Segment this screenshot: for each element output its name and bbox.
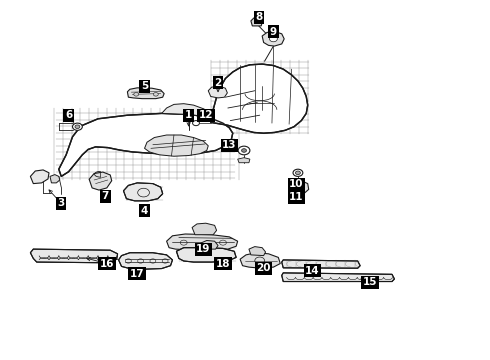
Polygon shape <box>162 104 211 118</box>
Polygon shape <box>89 172 112 190</box>
Text: 15: 15 <box>363 277 377 287</box>
Text: 17: 17 <box>130 269 145 279</box>
Text: 7: 7 <box>101 191 109 201</box>
Circle shape <box>242 149 246 152</box>
Circle shape <box>153 93 158 96</box>
Polygon shape <box>30 249 118 263</box>
Text: 12: 12 <box>198 110 213 120</box>
Polygon shape <box>119 253 172 269</box>
Polygon shape <box>30 170 49 184</box>
Polygon shape <box>251 18 263 26</box>
Polygon shape <box>192 223 217 235</box>
Polygon shape <box>211 64 308 133</box>
Text: 14: 14 <box>305 266 320 276</box>
Circle shape <box>193 121 199 126</box>
Circle shape <box>270 36 277 42</box>
Circle shape <box>238 146 250 155</box>
Text: 1: 1 <box>185 110 192 120</box>
Polygon shape <box>208 86 227 98</box>
Polygon shape <box>123 183 163 201</box>
Text: 5: 5 <box>141 81 148 91</box>
Polygon shape <box>289 181 309 195</box>
Polygon shape <box>262 32 284 46</box>
Circle shape <box>75 125 80 129</box>
Text: 2: 2 <box>215 78 221 88</box>
Circle shape <box>295 171 300 175</box>
Polygon shape <box>238 158 250 163</box>
Text: 9: 9 <box>270 27 277 37</box>
Polygon shape <box>201 240 218 249</box>
Polygon shape <box>145 135 208 156</box>
Polygon shape <box>50 175 60 183</box>
Polygon shape <box>127 88 164 99</box>
Circle shape <box>73 123 82 130</box>
Polygon shape <box>282 273 394 282</box>
Polygon shape <box>167 234 238 250</box>
Text: 18: 18 <box>216 258 230 269</box>
Text: 10: 10 <box>289 179 304 189</box>
Polygon shape <box>59 113 233 176</box>
Text: 4: 4 <box>141 206 148 216</box>
Circle shape <box>134 93 139 96</box>
Text: 11: 11 <box>289 192 304 202</box>
Text: 19: 19 <box>196 244 211 254</box>
Polygon shape <box>249 247 266 256</box>
Text: 8: 8 <box>255 12 262 22</box>
Polygon shape <box>282 260 360 268</box>
Text: 20: 20 <box>256 263 271 273</box>
Text: 16: 16 <box>99 258 114 269</box>
Polygon shape <box>176 248 236 262</box>
Text: 6: 6 <box>65 110 72 120</box>
Polygon shape <box>240 253 280 268</box>
Circle shape <box>293 169 303 176</box>
Text: 3: 3 <box>58 198 65 208</box>
Text: 13: 13 <box>222 140 237 150</box>
